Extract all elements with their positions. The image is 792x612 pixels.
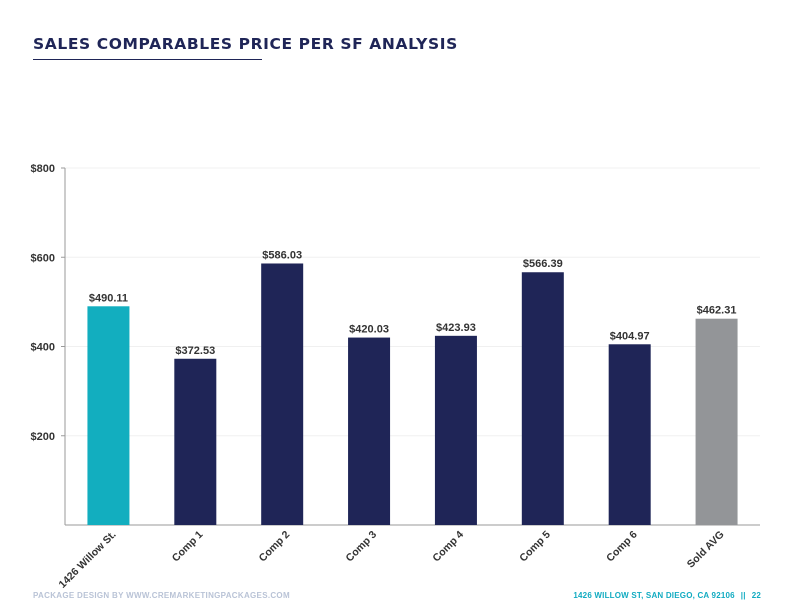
- page-title: SALES COMPARABLES PRICE PER SF ANALYSIS: [33, 35, 458, 53]
- bar: [695, 318, 738, 525]
- data-label: $423.93: [436, 322, 476, 334]
- footer-address-block: 1426 WILLOW ST, SAN DIEGO, CA 92106 || 22: [573, 591, 761, 600]
- x-tick-label: Sold AVG: [685, 529, 727, 571]
- x-tick-label: Comp 1: [170, 529, 206, 565]
- page-number: 22: [751, 591, 761, 600]
- bar: [87, 306, 130, 525]
- x-tick-label: 1426 Willow St.: [56, 529, 118, 591]
- footer-separator: ||: [740, 591, 746, 600]
- title-underline: [33, 59, 262, 60]
- bar: [434, 335, 477, 525]
- y-tick-label: $600: [31, 252, 55, 264]
- data-label: $420.03: [349, 324, 389, 336]
- bar: [521, 272, 564, 525]
- data-label: $566.39: [523, 258, 563, 270]
- bar: [174, 358, 217, 525]
- bar: [348, 337, 391, 525]
- x-tick-label: Comp 3: [343, 529, 379, 565]
- data-label: $462.31: [697, 305, 737, 317]
- footer-address: 1426 WILLOW ST, SAN DIEGO, CA 92106: [573, 591, 735, 600]
- bar: [608, 344, 651, 525]
- y-tick-label: $200: [31, 431, 55, 443]
- data-label: $404.97: [610, 330, 650, 342]
- x-tick-label: Comp 4: [430, 529, 466, 565]
- bar: [261, 263, 304, 525]
- footer-credit: PACKAGE DESIGN BY WWW.CREMARKETINGPACKAG…: [33, 591, 290, 600]
- data-label: $490.11: [89, 292, 128, 304]
- data-label: $586.03: [262, 249, 302, 261]
- y-tick-label: $800: [31, 163, 55, 175]
- x-tick-label: Comp 2: [257, 529, 293, 565]
- x-tick-label: Comp 6: [604, 529, 640, 565]
- data-label: $372.53: [175, 345, 215, 357]
- x-tick-label: Comp 5: [517, 529, 553, 565]
- y-tick-label: $400: [31, 342, 55, 354]
